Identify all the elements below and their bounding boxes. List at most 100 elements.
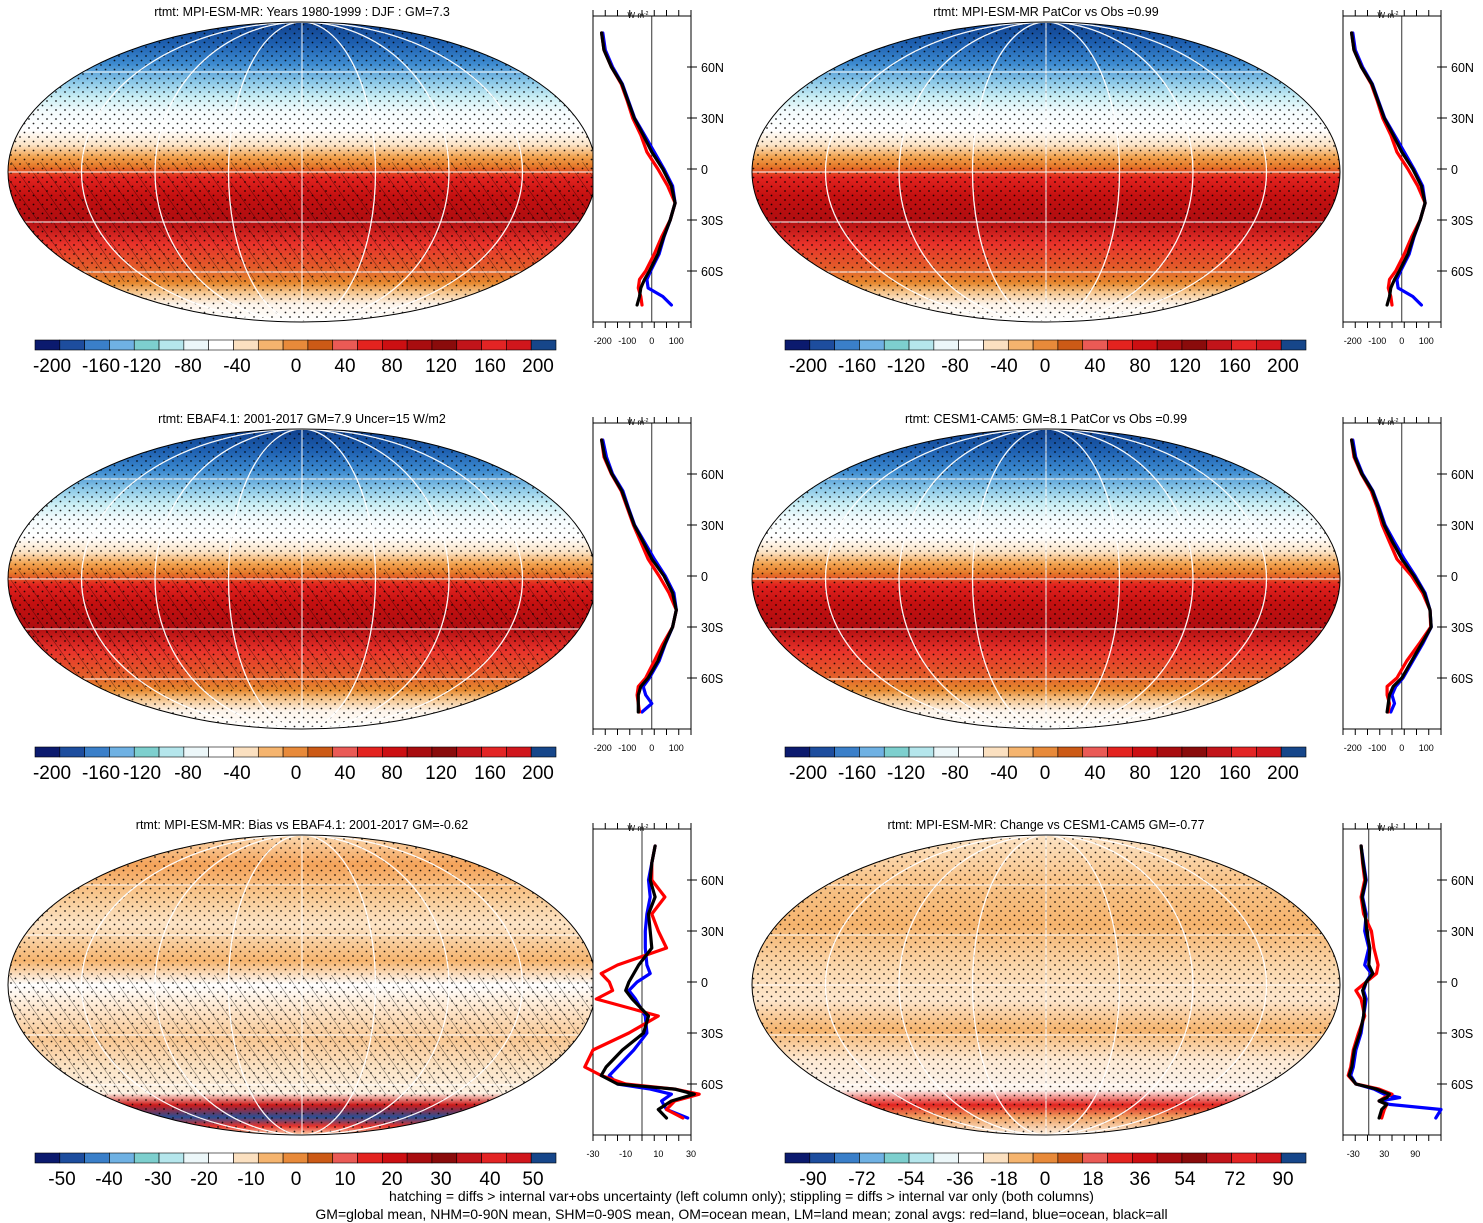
chart-title: rtmt: EBAF4.1: 2001-2017 GM=7.9 Uncer=15… [158, 412, 446, 426]
profile-lat-label: 60N [701, 61, 724, 75]
colorbar-tick-label: 50 [522, 1169, 543, 1190]
colorbar-swatch [883, 746, 910, 758]
map [8, 22, 596, 322]
profile-x-tick-label: -200 [1344, 743, 1362, 753]
profile-x-tick-label: 30 [686, 1149, 696, 1159]
colorbar-swatch [1206, 1152, 1232, 1164]
colorbar-tick-label: 90 [1272, 1169, 1293, 1190]
profile-lat-label: 60S [701, 672, 723, 686]
colorbar-tick-label: 0 [291, 356, 302, 377]
colorbar-tick-label: 0 [291, 763, 302, 784]
colorbar-tick-label: -160 [82, 356, 120, 377]
profile-series-line [600, 31, 677, 307]
chart-title: rtmt: MPI-ESM-MR: Years 1980-1999 : DJF … [154, 5, 450, 19]
chart-panel-3: rtmt: EBAF4.1: 2001-2017 GM=7.9 Uncer=15… [7, 412, 724, 784]
profile-lat-label: 60N [701, 468, 724, 482]
profile-x-tick-label: -100 [1368, 336, 1386, 346]
chart-title: rtmt: MPI-ESM-MR: Change vs CESM1-CAM5 G… [887, 818, 1204, 832]
profile-lat-label: 30N [1451, 112, 1474, 126]
colorbar-tick-label: -18 [990, 1169, 1017, 1190]
colorbar-tick-label: 200 [1267, 356, 1299, 377]
zonal-profile: W m-2 60N 30N 0 30S 60S -30 -10 10 30 [583, 823, 724, 1159]
colorbar-swatch [307, 1152, 334, 1164]
colorbar-swatch [506, 339, 532, 351]
colorbar-swatch [859, 746, 885, 758]
zonal-profile: W m-2 60N 30N 0 30S 60S -200 -100 0 100 [592, 417, 724, 753]
profile-x-tick-label: 100 [669, 743, 684, 753]
colorbar-swatch [1132, 1152, 1158, 1164]
colorbar-swatch [809, 746, 835, 758]
colorbar-swatch [481, 746, 507, 758]
colorbar-swatch [84, 339, 110, 351]
colorbar-swatch [481, 339, 507, 351]
colorbar-tick-label: 0 [1040, 356, 1051, 377]
colorbar-tick-label: -160 [838, 356, 876, 377]
colorbar-tick-label: 120 [425, 763, 457, 784]
colorbar-tick-label: 120 [1169, 356, 1201, 377]
colorbar-swatch [1280, 1152, 1307, 1164]
colorbar-swatch [84, 1152, 110, 1164]
colorbar-swatch [158, 1152, 185, 1164]
colorbar-swatch [1082, 339, 1108, 351]
colorbar-tick-label: -160 [82, 763, 120, 784]
footer-line-1: hatching = diffs > internal var+obs unce… [389, 1188, 1094, 1204]
colorbar-swatch [530, 339, 557, 351]
colorbar-swatch [1181, 339, 1208, 351]
colorbar-swatch [809, 1152, 835, 1164]
colorbar-tick-label: 40 [479, 1169, 500, 1190]
colorbar-swatch [406, 339, 433, 351]
profile-lat-label: 0 [1451, 163, 1458, 177]
profile-lat-label: 0 [701, 976, 708, 990]
colorbar-swatch [1082, 746, 1108, 758]
profile-units: W m-2 [1378, 824, 1399, 833]
colorbar-swatch [208, 1152, 234, 1164]
profile-lat-label: 0 [701, 163, 708, 177]
colorbar-tick-label: 200 [522, 356, 554, 377]
colorbar-tick-label: 36 [1129, 1169, 1150, 1190]
colorbar-swatch [1082, 1152, 1108, 1164]
colorbar-swatch [983, 339, 1009, 351]
map [8, 429, 596, 729]
colorbar-swatch [1256, 746, 1282, 758]
profile-lat-label: 0 [1451, 976, 1458, 990]
map [752, 429, 1340, 729]
colorbar-swatch [1156, 1152, 1183, 1164]
chart-panel-6: rtmt: MPI-ESM-MR: Change vs CESM1-CAM5 G… [751, 818, 1474, 1190]
colorbar-tick-label: 72 [1224, 1169, 1245, 1190]
colorbar-swatch [282, 1152, 309, 1164]
colorbar-swatch [456, 1152, 482, 1164]
colorbar-swatch [983, 1152, 1009, 1164]
colorbar-swatch [133, 1152, 160, 1164]
colorbar-tick-label: 160 [1219, 763, 1251, 784]
colorbar-tick-label: -40 [223, 763, 250, 784]
colorbar-tick-label: -80 [941, 356, 968, 377]
colorbar-swatch [1256, 1152, 1282, 1164]
profile-series-line [599, 844, 696, 1120]
colorbar-swatch [1007, 339, 1034, 351]
colorbar-swatch [1057, 339, 1084, 351]
colorbar-tick-label: 20 [381, 1169, 402, 1190]
colorbar-swatch [59, 1152, 85, 1164]
profile-units: W m-2 [628, 11, 649, 20]
colorbar-tick-label: -80 [941, 763, 968, 784]
profile-lat-label: 60N [701, 874, 724, 888]
colorbar-tick-label: 80 [1129, 763, 1150, 784]
colorbar-swatch [282, 339, 309, 351]
colorbar-swatch [1231, 339, 1257, 351]
colorbar-tick-label: -10 [237, 1169, 264, 1190]
colorbar-swatch [1007, 746, 1034, 758]
colorbar-swatch [1032, 746, 1059, 758]
profile-lat-label: 30S [701, 621, 723, 635]
colorbar-swatch [431, 339, 458, 351]
chart-panel-4: rtmt: CESM1-CAM5: GM=8.1 PatCor vs Obs =… [751, 412, 1474, 784]
colorbar-swatch [109, 746, 135, 758]
colorbar-swatch [958, 746, 984, 758]
colorbar-tick-label: 80 [1129, 356, 1150, 377]
colorbar-swatch [1107, 746, 1133, 758]
colorbar-tick-label: 160 [1219, 356, 1251, 377]
colorbar-tick-label: 80 [381, 763, 402, 784]
colorbar-swatch [233, 746, 259, 758]
colorbar-swatch [406, 1152, 433, 1164]
colorbar-swatch [382, 339, 408, 351]
